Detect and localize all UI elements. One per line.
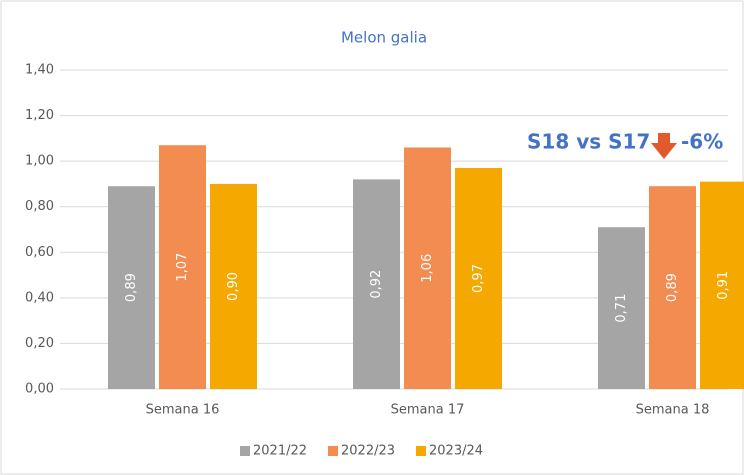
data-label: 1,07	[175, 253, 190, 282]
data-label: 0,90	[226, 272, 241, 301]
bar	[404, 147, 451, 389]
y-tick-label: 1,20	[25, 108, 54, 123]
y-tick-label: 0,20	[25, 336, 54, 351]
chart-title: Melon galia	[341, 29, 427, 47]
data-label: 0,91	[716, 271, 731, 300]
bar	[649, 186, 696, 389]
bar	[108, 186, 155, 389]
y-tick-label: 1,40	[25, 63, 54, 78]
data-label: 0,89	[124, 273, 139, 302]
legend-swatch	[240, 446, 250, 456]
data-label: 0,97	[471, 264, 486, 293]
y-tick-label: 0,40	[25, 290, 54, 305]
bar	[598, 227, 645, 389]
bar	[455, 167, 502, 389]
bar	[210, 183, 257, 389]
x-tick-label: Semana 18	[636, 403, 710, 418]
annotation: -6%	[681, 130, 723, 154]
x-tick-label: Semana 16	[146, 403, 220, 418]
y-tick-label: 0,80	[25, 199, 54, 214]
y-tick-label: 0,60	[25, 245, 54, 260]
legend-label: 2021/22	[253, 444, 307, 459]
legend-label: 2023/24	[429, 444, 483, 459]
down-arrow-icon	[651, 133, 677, 159]
legend-swatch	[328, 446, 338, 456]
bar	[159, 145, 206, 389]
data-label: 0,71	[614, 294, 629, 323]
legend-swatch	[416, 446, 426, 456]
annotation: S18 vs S17	[527, 130, 650, 154]
data-label: 0,92	[369, 270, 384, 299]
x-tick-label: Semana 17	[391, 403, 465, 418]
data-label: 1,06	[420, 254, 435, 283]
bar	[353, 179, 400, 389]
y-tick-label: 1,00	[25, 154, 54, 169]
y-tick-label: 0,00	[25, 382, 54, 397]
data-label: 0,89	[665, 273, 680, 302]
legend-label: 2022/23	[341, 444, 395, 459]
bar	[700, 181, 744, 389]
